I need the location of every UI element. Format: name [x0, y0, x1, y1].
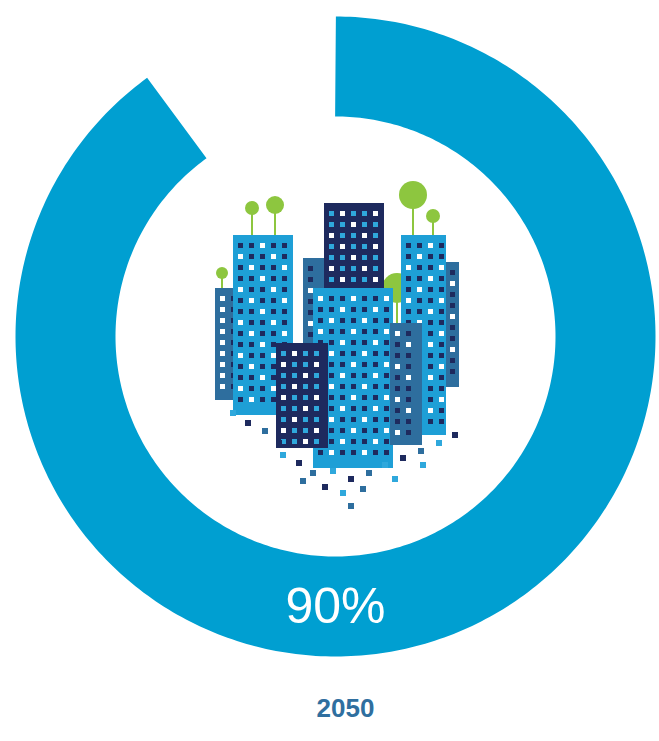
svg-text:2050: 2050: [317, 693, 375, 723]
svg-text:90%: 90%: [285, 578, 385, 634]
